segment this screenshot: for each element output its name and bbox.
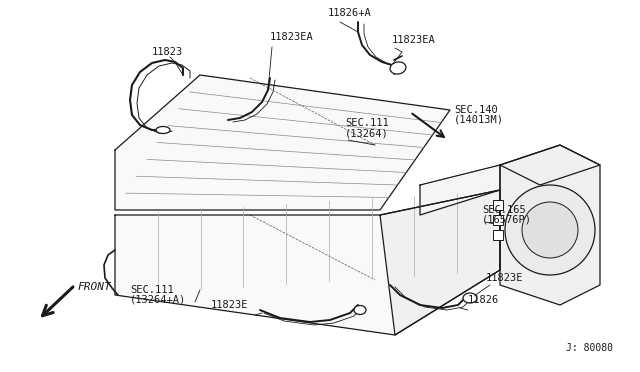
Polygon shape <box>380 190 500 335</box>
Circle shape <box>505 185 595 275</box>
Text: 11823: 11823 <box>152 47 182 57</box>
Text: SEC.111: SEC.111 <box>345 118 388 128</box>
Bar <box>493 215 503 225</box>
Polygon shape <box>115 190 500 335</box>
Text: 11826+A: 11826+A <box>328 8 372 18</box>
Text: (13264): (13264) <box>345 128 388 138</box>
Ellipse shape <box>390 62 406 74</box>
Text: (14013M): (14013M) <box>454 115 504 125</box>
Text: (13264+A): (13264+A) <box>130 295 186 305</box>
Text: 11823EA: 11823EA <box>392 35 436 45</box>
Text: 11823EA: 11823EA <box>270 32 314 42</box>
Polygon shape <box>420 165 500 215</box>
Text: J: 80080: J: 80080 <box>566 343 613 353</box>
Ellipse shape <box>354 305 366 314</box>
Ellipse shape <box>156 126 170 134</box>
Text: 11823E: 11823E <box>486 273 524 283</box>
Text: FRONT: FRONT <box>77 282 111 292</box>
Text: 11826: 11826 <box>468 295 499 305</box>
Bar <box>493 200 503 210</box>
Circle shape <box>522 202 578 258</box>
Polygon shape <box>500 145 600 305</box>
Text: SEC.140: SEC.140 <box>454 105 498 115</box>
Text: 11823E: 11823E <box>211 300 248 310</box>
Text: SEC.111: SEC.111 <box>130 285 173 295</box>
Text: (16576P): (16576P) <box>482 215 532 225</box>
Polygon shape <box>115 75 450 210</box>
Text: SEC.165: SEC.165 <box>482 205 525 215</box>
Bar <box>493 230 503 240</box>
Ellipse shape <box>463 293 477 303</box>
